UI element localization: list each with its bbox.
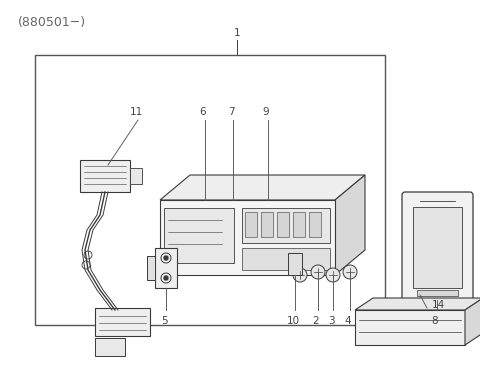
- Text: (880501−): (880501−): [18, 16, 86, 29]
- Circle shape: [293, 268, 307, 282]
- Text: 8: 8: [432, 316, 438, 326]
- Bar: [80, 160, 130, 192]
- Text: 10: 10: [287, 316, 300, 326]
- Text: 2: 2: [312, 316, 319, 326]
- Bar: [355, 310, 465, 345]
- Polygon shape: [465, 298, 480, 345]
- Text: 11: 11: [130, 107, 143, 117]
- Circle shape: [326, 268, 340, 282]
- Bar: [261, 212, 273, 237]
- Polygon shape: [335, 175, 365, 275]
- Text: 14: 14: [432, 300, 445, 310]
- Text: 6: 6: [200, 107, 206, 117]
- Bar: [417, 290, 458, 296]
- Bar: [242, 248, 330, 270]
- Text: 3: 3: [328, 316, 334, 326]
- Bar: [277, 212, 289, 237]
- Bar: [155, 248, 177, 288]
- Bar: [95, 308, 150, 336]
- Text: 4: 4: [345, 316, 351, 326]
- Bar: [95, 338, 125, 356]
- Bar: [147, 256, 155, 280]
- Bar: [130, 168, 142, 184]
- Bar: [242, 208, 330, 243]
- Bar: [413, 207, 462, 288]
- Bar: [309, 212, 321, 237]
- Bar: [288, 253, 302, 275]
- Bar: [35, 55, 385, 325]
- Text: 5: 5: [161, 316, 168, 326]
- Polygon shape: [355, 298, 480, 310]
- Bar: [164, 208, 234, 263]
- Circle shape: [164, 276, 168, 280]
- Circle shape: [311, 265, 325, 279]
- Bar: [293, 212, 305, 237]
- Text: 7: 7: [228, 107, 234, 117]
- Polygon shape: [160, 175, 365, 200]
- Circle shape: [343, 265, 357, 279]
- Text: 1: 1: [234, 28, 240, 38]
- FancyBboxPatch shape: [402, 192, 473, 303]
- Bar: [245, 212, 257, 237]
- Bar: [160, 200, 335, 275]
- Text: 9: 9: [263, 107, 269, 117]
- Circle shape: [164, 256, 168, 260]
